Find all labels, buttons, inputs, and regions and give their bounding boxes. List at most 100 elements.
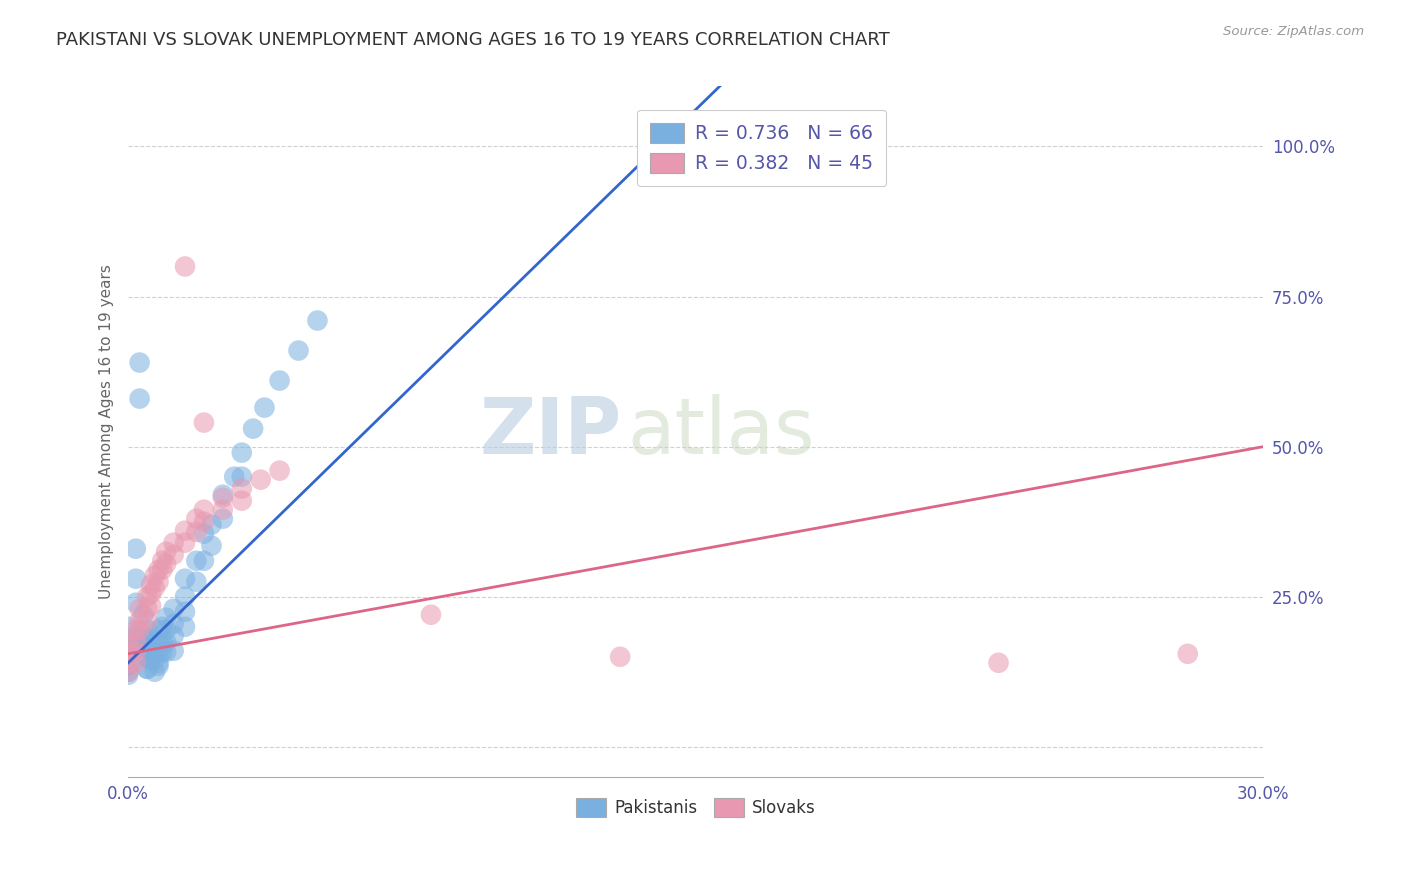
- Point: [139, 632, 162, 646]
- Point: [609, 649, 631, 664]
- Point: [150, 634, 173, 648]
- Point: [139, 578, 162, 592]
- Text: ZIP: ZIP: [479, 393, 621, 469]
- Point: [193, 416, 215, 430]
- Point: [231, 469, 253, 483]
- Point: [117, 640, 139, 655]
- Point: [269, 464, 291, 478]
- Point: [155, 645, 177, 659]
- Point: [231, 482, 253, 496]
- Point: [231, 445, 253, 459]
- Point: [148, 645, 170, 659]
- Point: [117, 667, 139, 681]
- Point: [186, 524, 208, 539]
- Point: [253, 401, 276, 415]
- Point: [132, 629, 155, 643]
- Text: atlas: atlas: [627, 393, 815, 469]
- Text: PAKISTANI VS SLOVAK UNEMPLOYMENT AMONG AGES 16 TO 19 YEARS CORRELATION CHART: PAKISTANI VS SLOVAK UNEMPLOYMENT AMONG A…: [56, 31, 890, 49]
- Point: [143, 665, 166, 679]
- Point: [125, 656, 148, 670]
- Point: [117, 656, 139, 670]
- Point: [193, 502, 215, 516]
- Point: [150, 620, 173, 634]
- Point: [136, 640, 159, 655]
- Legend: Pakistanis, Slovaks: Pakistanis, Slovaks: [569, 792, 823, 824]
- Point: [136, 623, 159, 637]
- Point: [211, 511, 233, 525]
- Point: [125, 541, 148, 556]
- Point: [125, 572, 148, 586]
- Point: [249, 473, 271, 487]
- Point: [148, 656, 170, 670]
- Point: [174, 620, 197, 634]
- Point: [155, 544, 177, 558]
- Point: [148, 574, 170, 589]
- Point: [150, 563, 173, 577]
- Point: [128, 623, 150, 637]
- Point: [143, 634, 166, 648]
- Point: [224, 469, 246, 483]
- Point: [139, 599, 162, 613]
- Point: [125, 640, 148, 655]
- Point: [143, 568, 166, 582]
- Point: [174, 524, 197, 538]
- Point: [117, 647, 139, 661]
- Point: [136, 601, 159, 615]
- Point: [231, 493, 253, 508]
- Point: [200, 517, 222, 532]
- Point: [163, 548, 186, 562]
- Point: [155, 623, 177, 637]
- Point: [136, 651, 159, 665]
- Point: [125, 645, 148, 659]
- Point: [148, 658, 170, 673]
- Point: [211, 488, 233, 502]
- Point: [150, 645, 173, 659]
- Point: [1177, 647, 1199, 661]
- Point: [287, 343, 309, 358]
- Point: [128, 355, 150, 369]
- Point: [125, 596, 148, 610]
- Point: [163, 616, 186, 631]
- Point: [125, 623, 148, 637]
- Point: [211, 502, 233, 516]
- Point: [143, 644, 166, 658]
- Point: [211, 491, 233, 505]
- Point: [136, 590, 159, 604]
- Point: [193, 554, 215, 568]
- Point: [139, 647, 162, 661]
- Point: [174, 572, 197, 586]
- Point: [148, 634, 170, 648]
- Point: [987, 656, 1010, 670]
- Point: [163, 629, 186, 643]
- Point: [163, 601, 186, 615]
- Point: [139, 587, 162, 601]
- Text: Source: ZipAtlas.com: Source: ZipAtlas.com: [1223, 25, 1364, 38]
- Point: [136, 649, 159, 664]
- Point: [117, 665, 139, 679]
- Point: [420, 607, 443, 622]
- Point: [242, 422, 264, 436]
- Point: [186, 511, 208, 525]
- Point: [117, 656, 139, 670]
- Point: [163, 644, 186, 658]
- Point: [148, 623, 170, 637]
- Point: [117, 634, 139, 648]
- Point: [143, 653, 166, 667]
- Point: [174, 605, 197, 619]
- Point: [117, 665, 139, 679]
- Point: [269, 374, 291, 388]
- Point: [150, 554, 173, 568]
- Point: [186, 574, 208, 589]
- Point: [193, 526, 215, 541]
- Point: [193, 515, 215, 529]
- Point: [117, 658, 139, 673]
- Point: [136, 662, 159, 676]
- Point: [163, 535, 186, 549]
- Point: [125, 629, 148, 643]
- Point: [148, 563, 170, 577]
- Point: [174, 535, 197, 549]
- Point: [174, 260, 197, 274]
- Point: [143, 581, 166, 595]
- Point: [128, 392, 150, 406]
- Point: [117, 647, 139, 661]
